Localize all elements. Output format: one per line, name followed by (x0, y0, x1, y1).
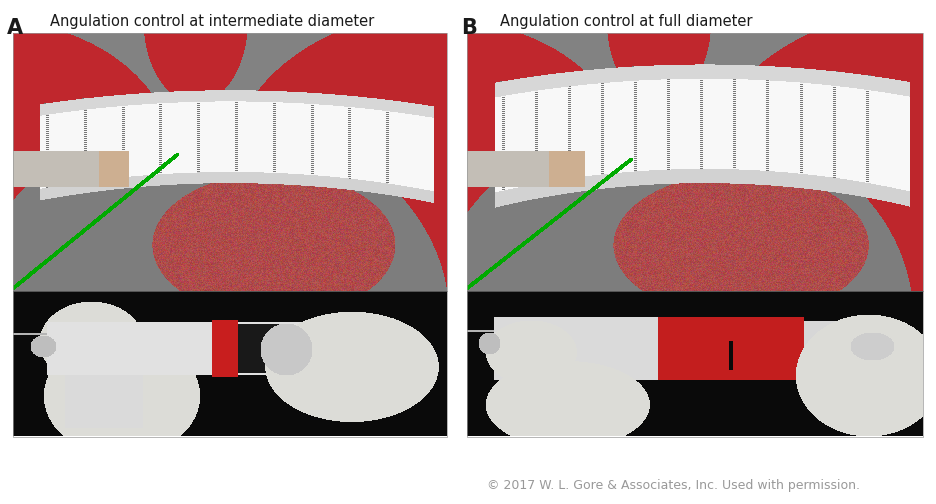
Bar (13, 33, 447, 437)
Text: A: A (7, 18, 23, 38)
Text: © 2017 W. L. Gore & Associates, Inc. Used with permission.: © 2017 W. L. Gore & Associates, Inc. Use… (488, 479, 860, 492)
Text: Angulation control at intermediate diameter: Angulation control at intermediate diame… (50, 14, 374, 29)
Text: B: B (461, 18, 476, 38)
Text: Angulation control at full diameter: Angulation control at full diameter (500, 14, 753, 29)
Bar (467, 33, 923, 437)
